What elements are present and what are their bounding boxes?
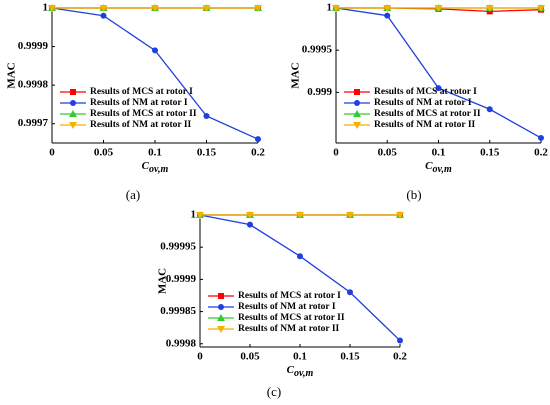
data-point	[485, 5, 494, 12]
data-point	[255, 136, 261, 143]
data-point	[203, 113, 210, 119]
legend-label: Results of NM at rotor II	[238, 324, 340, 334]
data-point	[332, 5, 340, 12]
x-axis-label: Cov,m	[142, 160, 169, 176]
data-point	[396, 212, 404, 219]
legend-marker	[69, 122, 77, 129]
data-point	[246, 212, 254, 219]
y-tick-label: 0.99985	[160, 305, 196, 317]
x-axis-label-sub: ov,m	[149, 164, 169, 175]
x-axis-label-main: C	[142, 160, 150, 172]
y-tick-label: 0.999	[307, 86, 332, 98]
x-axis-label: Cov,m	[287, 364, 314, 380]
x-axis-label-sub: ov,m	[294, 368, 314, 379]
data-point	[383, 5, 392, 12]
data-point	[247, 221, 253, 228]
data-point	[296, 212, 304, 219]
x-axis-label: Cov,m	[425, 160, 452, 176]
x-tick-label: 0	[197, 351, 203, 363]
data-point	[434, 5, 443, 12]
data-point	[538, 134, 544, 141]
legend-label: Results of MCS at rotor II	[374, 109, 481, 119]
legend-marker	[70, 100, 76, 106]
caption: (a)	[126, 187, 140, 202]
data-point	[152, 47, 158, 54]
data-point	[100, 12, 107, 19]
x-tick-label: 0.15	[197, 147, 217, 159]
x-tick-label: 0.15	[480, 147, 500, 159]
y-tick-label: 0.99995	[160, 241, 196, 253]
x-tick-label: 0.05	[94, 147, 114, 159]
x-tick-label: 0.1	[148, 147, 162, 159]
data-point	[435, 85, 442, 92]
x-tick-label: 0.15	[340, 351, 360, 363]
y-tick-label: 0.9999	[166, 273, 197, 285]
legend-marker	[354, 89, 360, 95]
x-tick-label: 0.2	[534, 147, 548, 159]
y-tick-label: 0.9998	[18, 79, 49, 91]
x-axis-label-main: C	[287, 364, 295, 376]
legend-label: Results of NM at rotor I	[374, 98, 472, 108]
legend-marker	[70, 89, 76, 95]
y-tick-label: 1	[327, 2, 333, 14]
data-point	[537, 5, 545, 12]
legend-label: Results of MCS at rotor II	[90, 109, 197, 119]
legend-marker	[69, 110, 77, 117]
y-axis-label: MAC	[157, 268, 169, 294]
data-point	[99, 5, 108, 12]
legend-label: Results of NM at rotor II	[374, 120, 476, 130]
legend-marker	[218, 293, 224, 299]
data-point	[486, 106, 493, 113]
data-point	[347, 289, 353, 296]
legend-label: Results of MCS at rotor I	[238, 291, 341, 301]
x-tick-label: 0.2	[251, 147, 265, 159]
data-point	[196, 212, 204, 219]
legend-label: Results of MCS at rotor I	[90, 87, 193, 97]
caption: (c)	[267, 384, 281, 399]
x-tick-label: 0	[49, 147, 55, 159]
legend-label: Results of NM at rotor I	[238, 302, 336, 312]
legend-marker	[217, 314, 225, 321]
y-axis-label: MAC	[6, 62, 18, 88]
legend-marker	[217, 326, 225, 333]
y-tick-label: 0.9997	[18, 117, 49, 129]
data-point	[48, 5, 56, 12]
caption: (b)	[406, 187, 421, 202]
y-tick-label: 0.9998	[166, 337, 197, 349]
legend-marker	[353, 110, 361, 117]
data-point	[297, 253, 303, 260]
data-point	[254, 5, 262, 12]
y-tick-label: 0.9999	[18, 40, 49, 52]
legend-label: Results of NM at rotor II	[90, 120, 192, 130]
legend-marker	[354, 100, 360, 106]
x-axis-label-sub: ov,m	[432, 164, 452, 175]
x-axis-label-main: C	[425, 160, 433, 172]
x-tick-label: 0.05	[378, 147, 398, 159]
data-point	[202, 5, 211, 12]
y-tick-label: 1	[191, 209, 197, 221]
legend-label: Results of MCS at rotor I	[374, 87, 477, 97]
y-axis-label: MAC	[290, 62, 302, 88]
x-tick-label: 0.05	[240, 351, 260, 363]
data-point	[384, 12, 391, 19]
x-tick-label: 0.1	[432, 147, 446, 159]
x-tick-label: 0.1	[293, 351, 307, 363]
legend-marker	[218, 304, 224, 310]
legend-label: Results of MCS at rotor II	[238, 313, 345, 323]
legend-marker	[353, 122, 361, 129]
y-tick-label: 1	[43, 2, 49, 14]
data-point	[151, 5, 159, 12]
x-tick-label: 0	[333, 147, 339, 159]
y-tick-label: 0.9995	[302, 44, 333, 56]
data-point	[397, 337, 403, 344]
data-point	[346, 212, 354, 219]
x-tick-label: 0.2	[393, 351, 407, 363]
legend-label: Results of NM at rotor I	[90, 98, 188, 108]
